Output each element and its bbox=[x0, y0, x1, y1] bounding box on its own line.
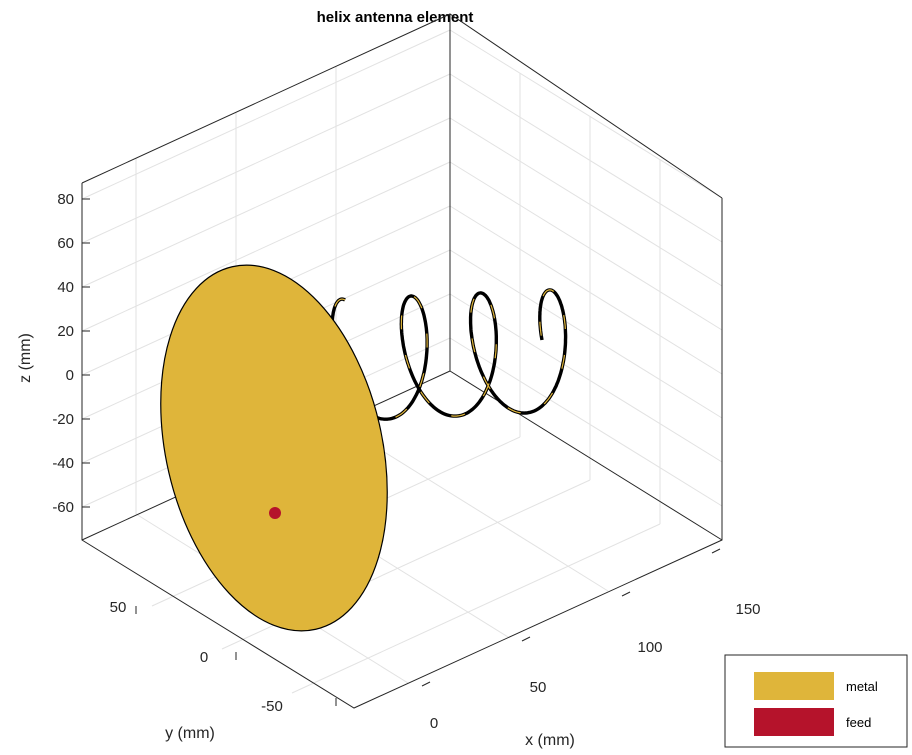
ground-plane bbox=[160, 264, 388, 632]
helix-wire-outline bbox=[330, 288, 568, 421]
y-tick-label: 0 bbox=[200, 649, 208, 666]
z-tick-label: -40 bbox=[52, 455, 74, 472]
z-tick-label: -60 bbox=[52, 499, 74, 516]
x-tick-labels: 0 50 100 150 bbox=[430, 601, 761, 732]
x-tick-label: 50 bbox=[530, 679, 547, 696]
helix-coil bbox=[330, 288, 568, 421]
legend-label-feed: feed bbox=[846, 715, 871, 730]
z-tick-labels: 80 60 40 20 0 -20 -40 -60 bbox=[52, 191, 74, 516]
legend-swatch-feed bbox=[754, 708, 834, 736]
z-tick-label: 20 bbox=[57, 323, 74, 340]
z-tick-label: 40 bbox=[57, 279, 74, 296]
z-tick-label: 0 bbox=[66, 367, 74, 384]
legend-swatch-metal bbox=[754, 672, 834, 700]
z-tick-label: -20 bbox=[52, 411, 74, 428]
y-tick-label: -50 bbox=[261, 698, 283, 715]
z-tick-label: 80 bbox=[57, 191, 74, 208]
y-tick-labels: 50 0 -50 bbox=[110, 599, 283, 715]
x-tick-label: 0 bbox=[430, 715, 438, 732]
y-tick-marks bbox=[135, 606, 337, 706]
axes-box bbox=[81, 13, 723, 709]
feed-point bbox=[269, 507, 281, 519]
z-tick-label: 60 bbox=[57, 235, 74, 252]
x-tick-marks bbox=[421, 548, 721, 687]
ground-plane-disc bbox=[160, 264, 388, 632]
x-tick-label: 100 bbox=[637, 639, 662, 656]
y-axis-label: y (mm) bbox=[165, 725, 215, 742]
y-tick-label: 50 bbox=[110, 599, 127, 616]
z-axis-label: z (mm) bbox=[17, 333, 34, 383]
z-tick-marks bbox=[82, 198, 90, 508]
legend-label-metal: metal bbox=[846, 679, 878, 694]
x-tick-label: 150 bbox=[735, 601, 760, 618]
x-axis-label: x (mm) bbox=[525, 732, 575, 749]
legend: metal feed bbox=[724, 654, 908, 748]
